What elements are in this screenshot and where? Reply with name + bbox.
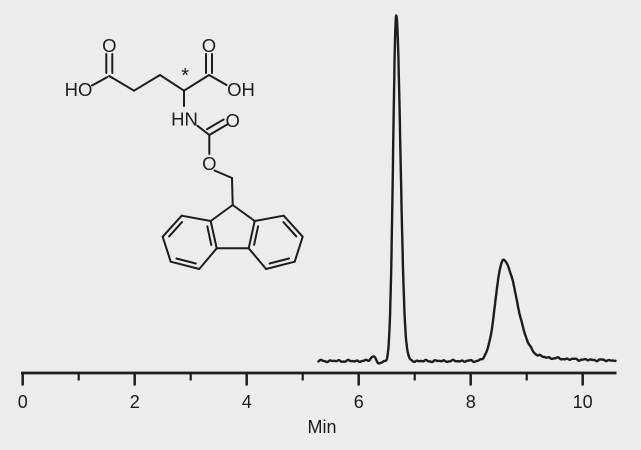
stereocenter-mark: * [181,65,189,87]
x-axis-tick-label: 4 [242,392,252,412]
atom-label-ho-left: HO [65,79,93,100]
atom-label-o-ester: O [202,153,216,174]
x-axis-title: Min [307,417,336,437]
molecule-atom-labels: O HO * O OH HN O O [65,35,255,174]
x-axis-tick-label: 2 [130,392,140,412]
atom-label-o-carbamate: O [226,110,240,131]
molecule-bonds [91,53,304,270]
x-axis-tick-label: 6 [354,392,364,412]
chromatogram-trace-group [317,14,617,365]
atom-label-o-acid-right: O [202,35,216,56]
atom-label-o-acid-left: O [102,35,116,56]
x-axis-tick-label: 0 [18,392,28,412]
x-axis: Min 0 2 4 6 8 10 [18,371,617,437]
atom-label-oh-right: OH [227,79,255,100]
molecule-structure: O HO * O OH HN O O [65,35,304,270]
x-axis-tick-label: 8 [466,392,476,412]
atom-label-hn: HN [171,109,198,130]
x-axis-tick-label: 10 [573,392,593,412]
chromatogram-trace [317,14,617,365]
